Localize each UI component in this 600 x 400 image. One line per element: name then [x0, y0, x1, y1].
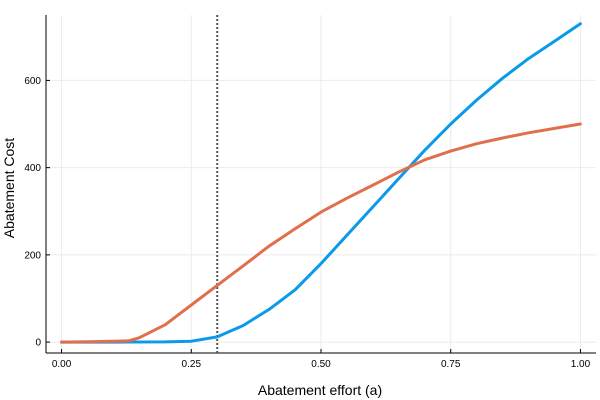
series-line-2 — [60, 122, 582, 344]
y-tick-label: 400 — [24, 163, 41, 174]
series-layer — [60, 22, 582, 344]
y-tick-label: 0 — [35, 338, 41, 349]
y-axis-title: Abatement Cost — [1, 138, 17, 238]
y-tick-label: 600 — [24, 76, 41, 87]
x-tick-label: 1.00 — [571, 359, 591, 370]
y-ticks: 0 200 400 600 — [24, 76, 50, 349]
x-axis-title: Abatement effort (a) — [258, 382, 382, 398]
y-tick-label: 200 — [24, 250, 41, 261]
x-tick-label: 0.75 — [441, 359, 461, 370]
grid — [46, 15, 596, 353]
x-tick-label: 0.00 — [52, 359, 72, 370]
x-tick-label: 0.25 — [182, 359, 202, 370]
series-line-1 — [60, 22, 582, 344]
x-tick-label: 0.50 — [311, 359, 331, 370]
x-ticks: 0.00 0.25 0.50 0.75 1.00 — [52, 349, 591, 370]
